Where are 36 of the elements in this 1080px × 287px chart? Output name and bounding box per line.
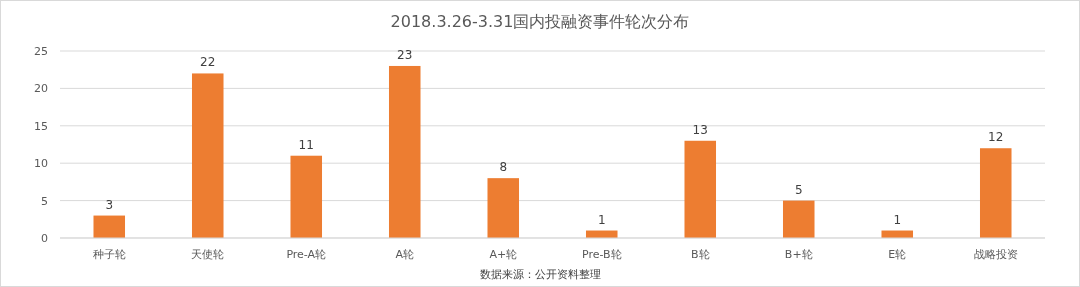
y-tick-label: 5 bbox=[41, 194, 48, 208]
x-tick-label: Pre-A轮 bbox=[286, 248, 327, 261]
bar bbox=[290, 155, 323, 238]
data-label: 12 bbox=[988, 130, 1004, 145]
x-tick-label: Pre-B轮 bbox=[581, 248, 622, 261]
bar bbox=[684, 140, 717, 238]
x-tick-label: B+轮 bbox=[784, 248, 813, 261]
y-tick-label: 10 bbox=[34, 157, 48, 171]
y-tick-label: 15 bbox=[34, 119, 48, 133]
x-tick-label: E轮 bbox=[888, 248, 907, 261]
bar bbox=[388, 65, 421, 238]
bar bbox=[93, 215, 126, 238]
data-label: 22 bbox=[200, 55, 216, 70]
x-tick-label: 战略投资 bbox=[973, 248, 1018, 261]
bar bbox=[191, 73, 224, 238]
data-label: 11 bbox=[298, 137, 314, 152]
bar bbox=[979, 148, 1012, 238]
x-tick-label: B轮 bbox=[690, 248, 710, 261]
x-tick-label: 天使轮 bbox=[191, 248, 225, 261]
data-label: 3 bbox=[105, 197, 114, 212]
bar bbox=[487, 178, 520, 238]
x-tick-label: A+轮 bbox=[489, 248, 518, 261]
data-label: 1 bbox=[597, 212, 606, 227]
y-tick-label: 0 bbox=[41, 232, 48, 245]
bar bbox=[782, 200, 815, 238]
data-label: 5 bbox=[794, 182, 803, 197]
y-tick-label: 20 bbox=[34, 82, 48, 96]
data-label: 23 bbox=[397, 47, 413, 62]
x-tick-label: 种子轮 bbox=[92, 248, 126, 261]
data-label: 8 bbox=[499, 160, 508, 175]
source-note: 数据来源：公开资料整理 bbox=[479, 268, 601, 281]
x-tick-label: A轮 bbox=[395, 248, 415, 261]
data-label: 13 bbox=[692, 122, 708, 137]
chart-title: 2018.3.26-3.31国内投融资事件轮次分布 bbox=[390, 12, 690, 31]
data-label: 1 bbox=[893, 212, 902, 227]
y-tick-label: 25 bbox=[34, 45, 48, 58]
